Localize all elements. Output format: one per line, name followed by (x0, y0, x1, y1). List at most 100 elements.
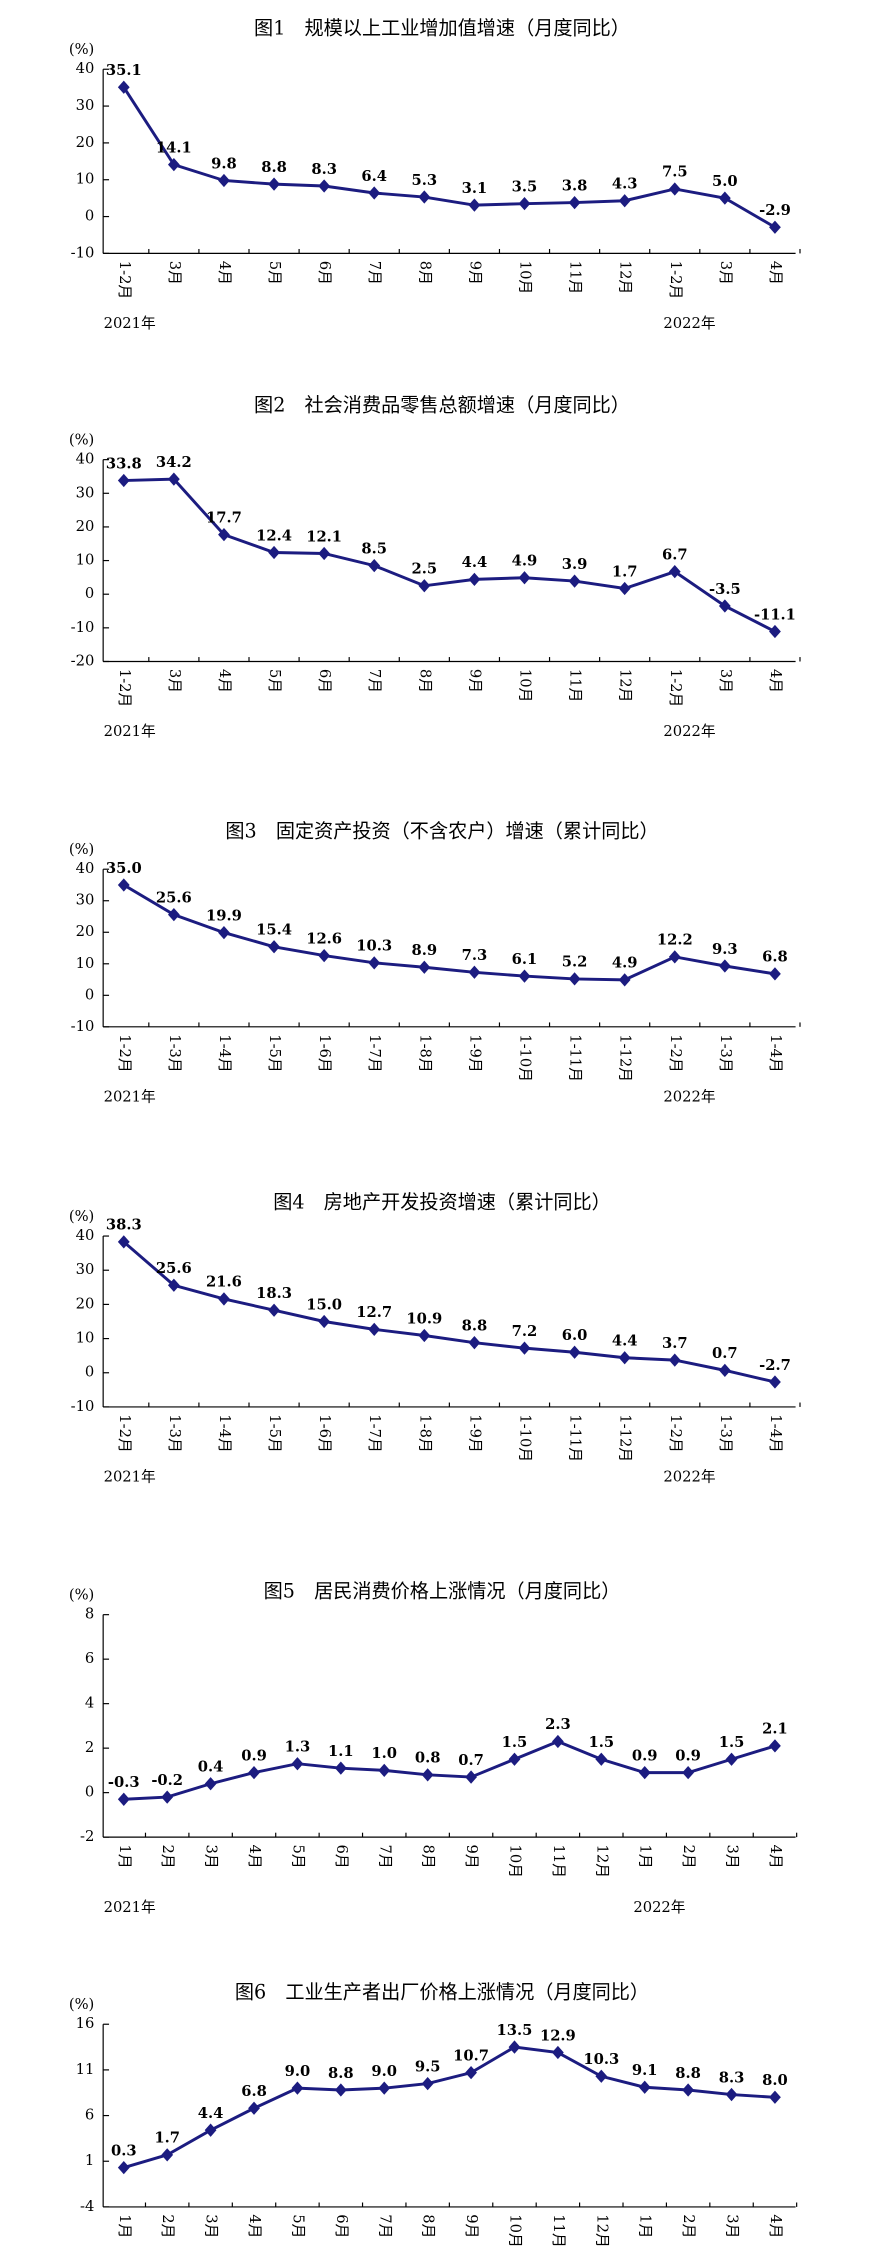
marker (378, 1763, 391, 1778)
x-tick-label: 10月 (517, 669, 534, 702)
x-tick-label: 1-2月 (667, 669, 684, 707)
marker (595, 1752, 608, 1766)
y-tick-label: 0 (85, 986, 94, 1003)
y-tick-label: 10 (76, 552, 95, 569)
value-label: 13.5 (497, 2022, 533, 2039)
chart-title: 图5 居民消费价格上涨情况（月度同比） (264, 1580, 621, 1603)
marker (638, 2080, 651, 2094)
value-label: -11.1 (754, 606, 796, 623)
value-label: 4.4 (198, 2105, 224, 2122)
marker (291, 1757, 304, 1771)
x-tick-label: 5月 (289, 2214, 306, 2238)
y-tick-label: 11 (76, 2061, 95, 2078)
x-tick-label: 1-8月 (416, 1034, 433, 1072)
x-tick-label: 10月 (506, 1844, 523, 1877)
marker (117, 1792, 130, 1806)
x-tick-label: 1-11月 (567, 1414, 584, 1462)
x-tick-label: 6月 (333, 2214, 350, 2238)
marker (268, 940, 280, 954)
marker (318, 948, 331, 963)
marker (668, 950, 681, 964)
marker (218, 1292, 230, 1306)
value-label: -2.9 (759, 202, 791, 219)
x-tick-label: 2月 (159, 1844, 176, 1868)
line (122, 1240, 776, 1384)
marker (518, 1341, 531, 1355)
marker (161, 1790, 174, 1804)
x-tick-label: 2月 (680, 2214, 697, 2238)
marker (769, 1739, 781, 1753)
value-label: -0.3 (108, 1774, 140, 1791)
marker (117, 878, 130, 892)
marker (368, 1322, 381, 1336)
value-label: 12.7 (356, 1304, 392, 1321)
x-tick-label: 1-4月 (767, 1034, 784, 1072)
marker (725, 2087, 738, 2102)
value-label: 35.1 (106, 62, 142, 79)
value-label: 34.2 (156, 454, 192, 471)
marker (769, 624, 781, 639)
x-tick-label: 1-2月 (667, 1414, 684, 1452)
x-tick-label: 12月 (617, 669, 634, 702)
x-tick-label: 6月 (316, 261, 333, 285)
x-tick-label: 1-7月 (366, 1414, 383, 1452)
marker (468, 572, 481, 587)
marker (218, 173, 230, 188)
x-tick-label: 8月 (416, 261, 433, 285)
y-tick-label: 4 (85, 1695, 94, 1712)
value-label: 5.2 (562, 954, 588, 971)
value-label: 6.7 (662, 546, 688, 563)
year-label: 2021年 (104, 315, 156, 332)
value-label: 18.3 (256, 1285, 292, 1302)
x-tick-label: 2月 (680, 1844, 697, 1868)
x-tick-label: 1-2月 (116, 669, 133, 707)
value-label: 2.1 (762, 1721, 788, 1738)
y-axis-label: (%) (69, 1587, 94, 1604)
value-label: -2.7 (759, 1357, 791, 1374)
marker (568, 1345, 581, 1359)
value-label: 12.4 (256, 527, 292, 544)
x-tick-label: 7月 (366, 669, 383, 693)
y-tick-label: 8 (85, 1606, 94, 1623)
x-tick-label: 11月 (550, 1844, 567, 1877)
x-tick-label: 1-5月 (266, 1034, 283, 1072)
marker (117, 2161, 130, 2175)
x-tick-label: 1-11月 (567, 1034, 584, 1082)
marker (318, 1314, 331, 1329)
value-label: 19.9 (206, 907, 242, 924)
y-tick-label: 6 (85, 2107, 94, 2124)
marker (204, 1777, 217, 1791)
marker (468, 198, 481, 212)
x-tick-label: 1-12月 (617, 1034, 634, 1082)
x-tick-label: 1-8月 (416, 1414, 433, 1452)
marker (368, 956, 381, 970)
marker (682, 1765, 695, 1780)
x-tick-label: 1月 (116, 1844, 133, 1868)
x-tick-label: 1-2月 (116, 261, 133, 299)
value-label: -3.5 (709, 581, 741, 598)
line (123, 477, 776, 633)
value-label: 12.1 (306, 528, 342, 545)
x-tick-label: 3月 (166, 261, 183, 285)
x-tick-label: 1月 (637, 1844, 654, 1868)
x-tick-label: 5月 (266, 669, 283, 693)
x-tick-label: 1-3月 (717, 1414, 734, 1452)
x-tick-label: 5月 (266, 261, 283, 285)
x-tick-label: 1月 (637, 2214, 654, 2238)
value-label: 1.5 (719, 1734, 745, 1751)
value-label: 0.9 (241, 1747, 267, 1764)
value-label: 0.4 (198, 1759, 224, 1776)
y-tick-label: 40 (76, 860, 95, 877)
value-label: 1.7 (612, 563, 638, 580)
marker (568, 972, 581, 986)
x-tick-label: 4月 (767, 669, 784, 693)
value-label: 3.9 (562, 556, 588, 573)
marker (167, 907, 180, 922)
chart-title: 图3 固定资产投资（不含农户）增速（累计同比） (225, 819, 658, 842)
line (123, 883, 776, 982)
marker (161, 2148, 174, 2162)
x-tick-label: 8月 (420, 1844, 437, 1868)
marker (769, 967, 781, 981)
marker (368, 558, 381, 573)
y-tick-label: 20 (76, 923, 95, 940)
